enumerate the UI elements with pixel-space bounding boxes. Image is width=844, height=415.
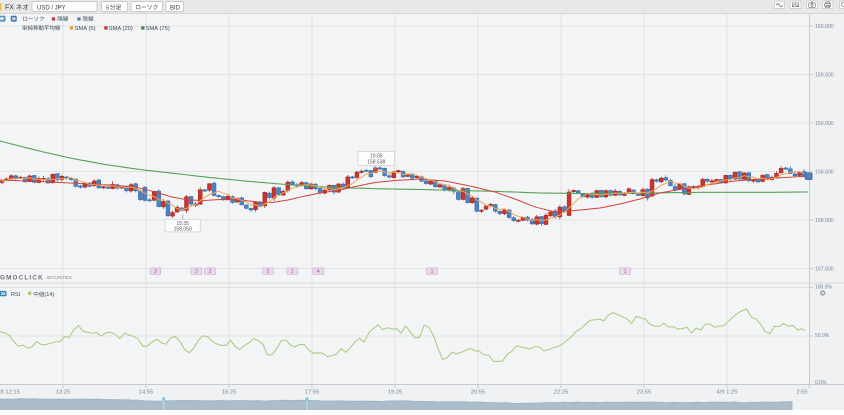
svg-text:1: 1 xyxy=(291,269,294,275)
svg-text:4: 4 xyxy=(317,269,320,275)
svg-text:17:55: 17:55 xyxy=(305,390,320,396)
svg-text:3: 3 xyxy=(154,269,157,275)
svg-text:158.000: 158.000 xyxy=(815,218,834,224)
svg-text:158.050: 158.050 xyxy=(174,226,192,232)
svg-text:19:25: 19:25 xyxy=(388,390,403,396)
svg-text:159.000: 159.000 xyxy=(815,121,834,127)
svg-text:SECURITIES: SECURITIES xyxy=(47,275,72,280)
svg-text:160.000: 160.000 xyxy=(815,24,834,30)
svg-text:4/9 1:25: 4/9 1:25 xyxy=(717,390,738,396)
svg-text:SMA (20): SMA (20) xyxy=(109,26,133,32)
svg-text:2: 2 xyxy=(209,269,212,275)
svg-text:GMOCLICK: GMOCLICK xyxy=(0,275,44,282)
svg-text:158.538: 158.538 xyxy=(367,160,385,166)
svg-text:2: 2 xyxy=(195,269,198,275)
svg-text:RSI: RSI xyxy=(11,292,21,298)
svg-text:100.0%: 100.0% xyxy=(815,285,833,291)
svg-text:0.0%: 0.0% xyxy=(815,380,827,386)
svg-text:50.0%: 50.0% xyxy=(815,333,830,339)
svg-text:1: 1 xyxy=(624,269,627,275)
svg-text:USD / JPY: USD / JPY xyxy=(37,5,66,11)
svg-text:8 12:15: 8 12:15 xyxy=(1,390,20,396)
svg-text:158.500: 158.500 xyxy=(815,170,834,176)
svg-text:20:55: 20:55 xyxy=(471,390,486,396)
svg-text:SMA (5): SMA (5) xyxy=(75,26,96,32)
svg-text:BID: BID xyxy=(170,5,181,11)
svg-text:23:55: 23:55 xyxy=(637,390,652,396)
svg-text:1: 1 xyxy=(431,269,434,275)
svg-text:SMA (75): SMA (75) xyxy=(146,26,170,32)
svg-text:2:55: 2:55 xyxy=(796,390,807,396)
svg-text:(14): (14) xyxy=(44,292,54,298)
svg-text:13:25: 13:25 xyxy=(56,390,71,396)
svg-text:14:55: 14:55 xyxy=(139,390,154,396)
svg-text:2: 2 xyxy=(267,269,270,275)
svg-text:FX: FX xyxy=(5,5,14,12)
svg-text:5: 5 xyxy=(106,5,109,11)
svg-text:22:25: 22:25 xyxy=(554,390,569,396)
svg-text:159.500: 159.500 xyxy=(815,73,834,79)
svg-text:16:25: 16:25 xyxy=(222,390,237,396)
svg-text:157.500: 157.500 xyxy=(815,267,834,273)
